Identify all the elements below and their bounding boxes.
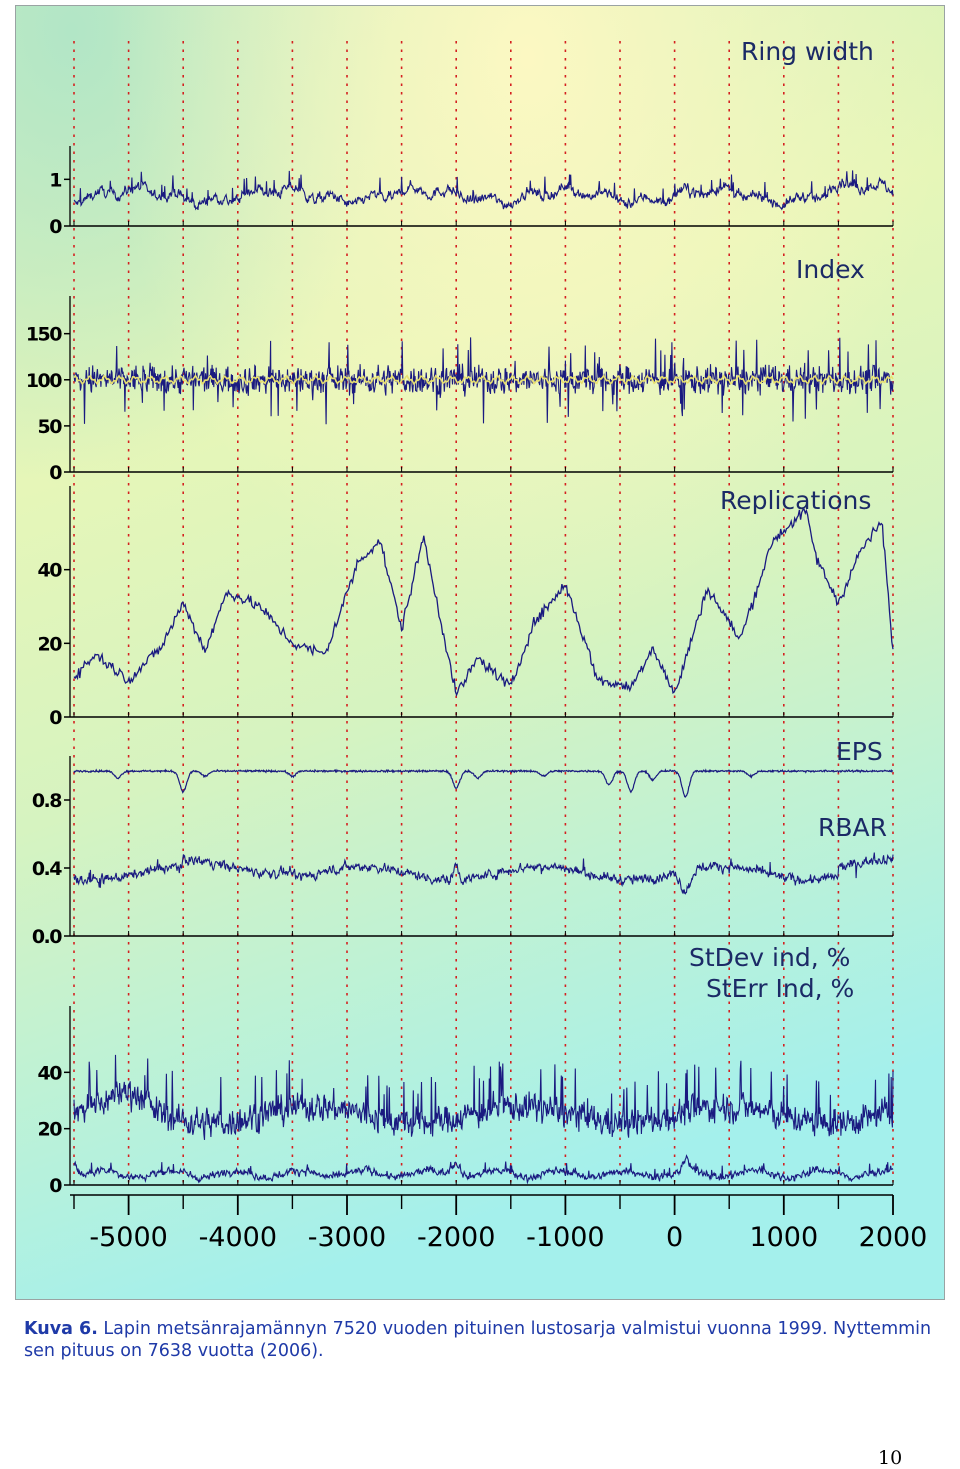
panel-title: RBAR — [818, 813, 887, 842]
y-tick-label: 0.4 — [32, 858, 62, 880]
x-tick-label: 2000 — [859, 1222, 928, 1253]
chart-figure: 0 1 0 50 100 150 0 20 40 0.0 0.4 0.8 0 20 40 Ring width… — [15, 5, 945, 1300]
y-tick-label: 40 — [38, 1062, 63, 1084]
series-index — [73, 337, 894, 425]
y-tick-label: 0.0 — [32, 926, 62, 948]
series-replications — [73, 508, 894, 697]
y-tick-label: 20 — [38, 633, 63, 655]
y-tick-label: 40 — [38, 560, 63, 582]
figure-caption: Kuva 6. Lapin metsänrajamännyn 7520 vuod… — [24, 1318, 939, 1362]
x-tick-label: -2000 — [417, 1222, 495, 1253]
panel-title: Ring width — [741, 37, 874, 66]
panel-title: Replications — [720, 486, 871, 515]
y-tick-label: 0.8 — [32, 790, 62, 812]
y-tick-label: 0 — [49, 707, 62, 729]
series-sterr — [73, 1154, 894, 1185]
y-tick-label: 1 — [49, 169, 61, 191]
panel-axes: 0 50 100 150 — [26, 296, 894, 484]
series-stdev — [73, 1054, 894, 1140]
y-tick-label: 0 — [49, 216, 62, 238]
panel-axes: 0 20 40 — [38, 1006, 894, 1197]
y-tick-label: 50 — [38, 416, 63, 438]
series-eps — [73, 768, 894, 798]
series-rbar — [73, 852, 894, 895]
y-tick-label: 0 — [49, 1175, 62, 1197]
panel-axes: 0 20 40 — [38, 486, 894, 729]
x-tick-label: -1000 — [526, 1222, 604, 1253]
y-tick-label: 100 — [26, 370, 62, 392]
page-number: 10 — [878, 1447, 903, 1469]
caption-label: Kuva 6. — [24, 1319, 98, 1339]
x-tick-label: -4000 — [199, 1222, 277, 1253]
series-ring-width — [73, 170, 894, 211]
x-tick-label: 0 — [666, 1222, 683, 1253]
panel-title: Index — [796, 255, 865, 284]
series-index-mean — [73, 374, 894, 386]
x-tick-label: -5000 — [89, 1222, 167, 1253]
y-tick-label: 20 — [38, 1119, 63, 1141]
panel-axes: 01 — [49, 146, 894, 238]
panel-title: StDev ind, % — [689, 943, 850, 972]
x-tick-label: 1000 — [749, 1222, 818, 1253]
y-tick-label: 150 — [26, 324, 62, 346]
x-tick-label: -3000 — [308, 1222, 386, 1253]
caption-text: Lapin metsänrajamännyn 7520 vuoden pitui… — [24, 1319, 932, 1361]
panel-title: StErr Ind, % — [706, 974, 854, 1003]
panel-axes: 0.0 0.4 0.8 — [32, 756, 894, 948]
panel-title: EPS — [836, 737, 883, 766]
y-tick-label: 0 — [49, 462, 62, 484]
x-axis: -5000 -4000 -3000 -2000 -1000 0 1000 2000 — [70, 1194, 928, 1253]
